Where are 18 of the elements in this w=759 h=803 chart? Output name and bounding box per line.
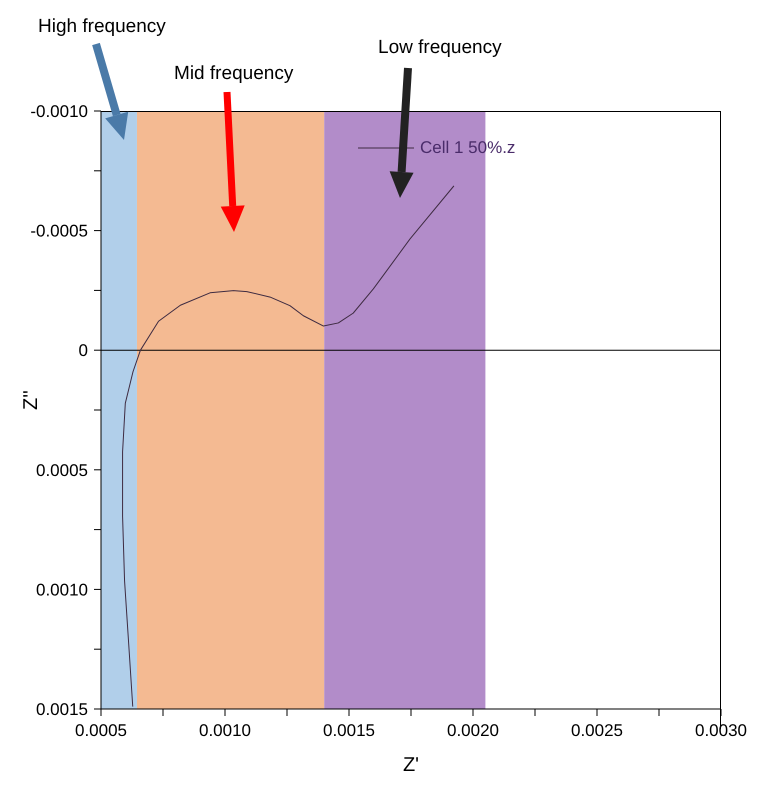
x-tick-label: 0.0005: [75, 721, 127, 740]
x-tick-label: 0.0020: [447, 721, 499, 740]
x-tick-label: 0.0025: [571, 721, 623, 740]
y-tick-label: 0.0015: [36, 700, 88, 719]
y-axis-title: Z'': [20, 390, 42, 410]
text: Low frequency: [378, 37, 502, 59]
y-tick-label: 0: [78, 341, 88, 360]
legend-label: Cell 1 50%.z: [420, 138, 516, 158]
x-tick-label: 0.0010: [199, 721, 251, 740]
y-tick-label: 0.0010: [36, 580, 88, 600]
x-tick-label: 0.0015: [323, 721, 375, 740]
text: High frequency: [38, 16, 166, 38]
y-tick-label: -0.0005: [30, 222, 88, 241]
x-tick-label: 0.0030: [695, 721, 747, 740]
y-tick-label: 0.0005: [36, 460, 88, 480]
x-axis-title: Z': [402, 754, 420, 776]
text: Mid frequency: [174, 63, 294, 85]
y-tick-label: -0.0010: [30, 102, 88, 121]
